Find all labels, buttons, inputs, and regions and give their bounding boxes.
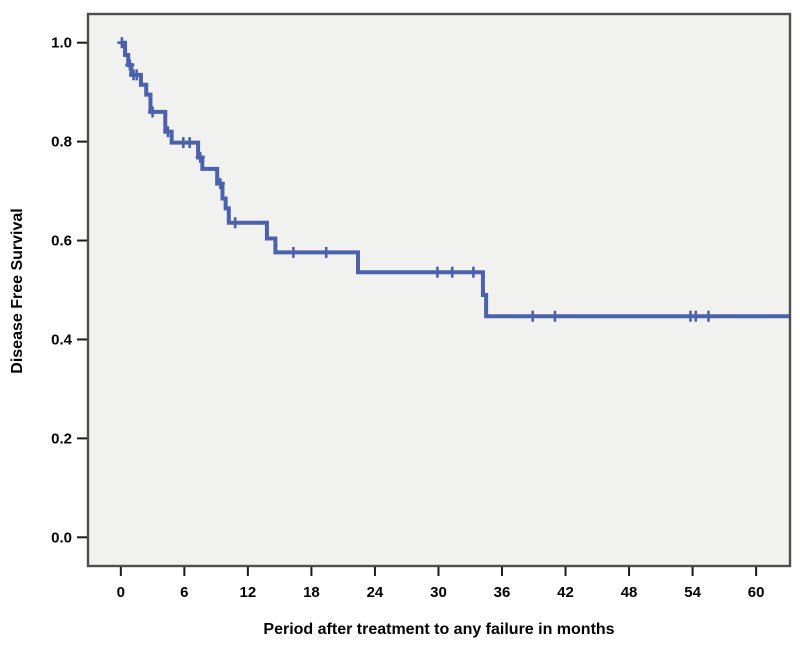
x-axis-tick-label: 18 <box>303 584 320 601</box>
censor-marks <box>117 37 713 322</box>
x-axis-title: Period after treatment to any failure in… <box>263 621 614 638</box>
x-axis-tick-label: 36 <box>494 584 511 601</box>
x-axis-tick-label: 30 <box>430 584 447 601</box>
y-axis-tick-label: 0.2 <box>51 430 72 447</box>
x-axis-tick-label: 24 <box>367 584 384 601</box>
y-axis-tick-label: 0.4 <box>51 331 73 348</box>
y-axis-tick-label: 0.6 <box>51 233 72 250</box>
plot-panel <box>88 14 790 566</box>
y-axis-tick-label: 1.0 <box>51 35 72 52</box>
y-axis-tick-label: 0.0 <box>51 529 72 546</box>
x-axis-tick-label: 60 <box>748 584 765 601</box>
x-axis-tick-label: 42 <box>557 584 574 601</box>
x-axis-tick-label: 6 <box>180 584 188 601</box>
y-axis-tick-label: 0.8 <box>51 134 72 151</box>
plot-frame <box>86 12 792 568</box>
x-axis: 0 6 12 18 24 30 36 42 48 54 60 <box>117 567 765 601</box>
plot-area <box>88 14 790 566</box>
x-axis-tick-label: 48 <box>621 584 638 601</box>
y-axis: 1.0 0.8 0.6 0.4 0.2 0.0 <box>51 35 87 546</box>
y-axis-title: Disease Free Survival <box>9 208 26 373</box>
x-axis-tick-label: 12 <box>240 584 257 601</box>
x-axis-tick-label: 54 <box>684 584 701 601</box>
plot-border <box>86 12 792 568</box>
x-axis-tick-label: 0 <box>117 584 125 601</box>
